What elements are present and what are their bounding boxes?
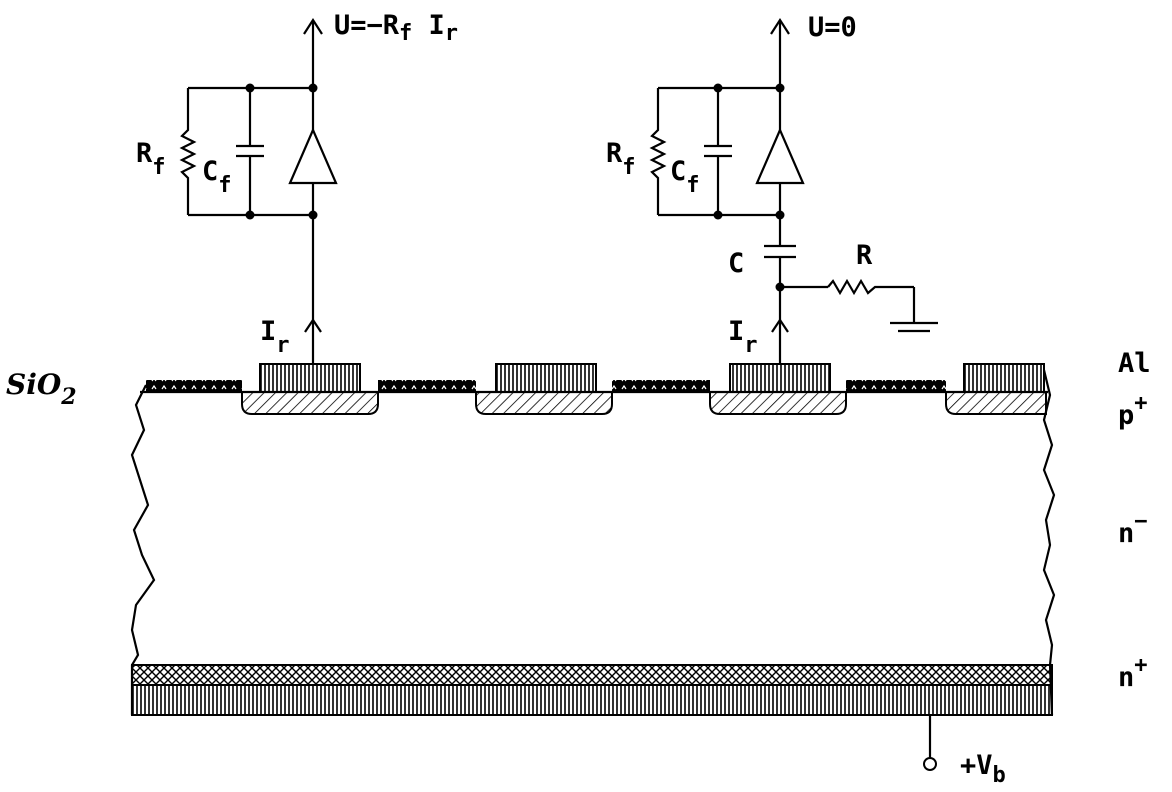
bias-resistor	[827, 278, 914, 296]
n-minus-label: n−	[1118, 509, 1148, 549]
n-plus-layer	[131, 664, 1053, 686]
left-rf-label: Rf	[136, 138, 166, 180]
left-readout-circuit	[179, 17, 338, 364]
bias-terminal	[923, 757, 937, 771]
left-rf-resistor	[179, 88, 197, 215]
bias-voltage-label: +Vb	[960, 750, 1006, 788]
right-amplifier	[755, 127, 805, 185]
aluminum-strips	[259, 363, 1045, 393]
p-plus-implants	[241, 391, 1047, 415]
left-cf-label: Cf	[202, 156, 232, 198]
n-plus-label: n+	[1118, 653, 1148, 693]
al-label: Al	[1118, 348, 1151, 379]
left-amplifier	[288, 127, 338, 185]
p-plus-label: p+	[1118, 391, 1148, 431]
right-readout-circuit	[649, 17, 938, 364]
capacitor-c-label: C	[728, 248, 744, 279]
left-break-edge	[130, 384, 156, 715]
left-output-label: U=−Rf Ir	[334, 10, 458, 46]
right-cf-label: Cf	[670, 156, 700, 198]
right-output-label: U=0	[808, 12, 857, 43]
ground-symbol	[890, 321, 938, 333]
right-rf-label: Rf	[606, 138, 636, 180]
right-break-edge	[1042, 369, 1056, 716]
oxide-layer	[146, 380, 946, 392]
sio2-label: SiO2	[6, 368, 77, 410]
resistor-r-label: R	[856, 240, 873, 271]
left-ir-label: Ir	[260, 316, 290, 358]
diagram-labels: U=−Rf Ir U=0 Rf Cf Rf Cf C R Ir Ir SiO2	[6, 10, 1151, 788]
right-ir-label: Ir	[728, 316, 758, 358]
right-rf-resistor	[649, 88, 667, 215]
sensor-body	[130, 363, 1056, 771]
backside-metal	[131, 684, 1053, 716]
